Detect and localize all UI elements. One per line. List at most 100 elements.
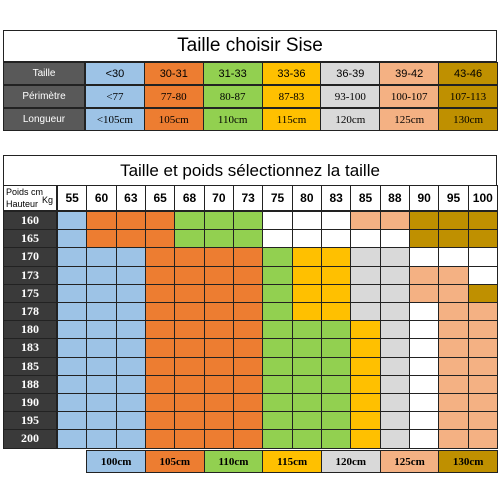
grid-cell [145,229,176,249]
height-label: 160 [3,211,57,231]
grid-cell [321,429,352,449]
grid-cell [262,338,293,358]
grid-cell [291,393,322,413]
size-cell: 120cm [320,108,381,131]
grid-cell [115,393,146,413]
grid-cell [379,338,410,358]
grid-cell [115,320,146,340]
weight-header: 63 [115,185,146,211]
corner-label: Hauteur [6,199,39,209]
grid-cell [174,356,205,376]
grid-cell [467,265,498,285]
weight-header: 95 [438,185,469,211]
grid-cell [203,429,234,449]
grid-cell [203,356,234,376]
grid-cell [145,283,176,303]
grid-cell [233,265,264,285]
grid-cell [262,211,293,231]
grid-cell [350,265,381,285]
size-cell: 43-46 [438,62,498,85]
row-label: Longueur [3,108,85,131]
grid-cell [379,393,410,413]
height-label: 165 [3,229,57,249]
size-cell: 30-31 [143,62,204,85]
grid-cell [174,211,205,231]
weight-header: 85 [350,185,381,211]
grid-cell [350,302,381,322]
grid-cell [115,411,146,431]
corner-label: Poids cm [6,187,44,197]
grid-cell [350,374,381,394]
grid-cell [233,211,264,231]
grid-cell [233,247,264,267]
size-cell: 105cm [143,108,204,131]
weight-header: 88 [379,185,410,211]
size-cell: 107-113 [438,85,498,108]
grid-cell [321,320,352,340]
grid-cell [379,229,410,249]
grid-cell [467,320,498,340]
grid-cell [145,356,176,376]
size-cell: 130cm [438,108,498,131]
grid-cell [350,229,381,249]
grid-cell [174,338,205,358]
grid-cell [438,338,469,358]
grid-cell [350,283,381,303]
grid-cell [291,302,322,322]
size-cell: 110cm [202,108,263,131]
grid-cell [203,265,234,285]
grid-cell [86,374,117,394]
grid-cell [145,320,176,340]
grid-cell [350,356,381,376]
row-label: Taille [3,62,85,85]
grid-cell [203,374,234,394]
grid-cell [233,411,264,431]
grid-cell [145,429,176,449]
grid-cell [86,302,117,322]
grid-cell [262,229,293,249]
grid-cell [57,411,88,431]
grid-cell [233,302,264,322]
weight-header: 80 [291,185,322,211]
grid-cell [291,320,322,340]
grid-cell [233,320,264,340]
grid-cell [57,356,88,376]
size-cell: 115cm [261,108,322,131]
grid-cell [291,429,322,449]
grid-cell [174,247,205,267]
grid-cell [379,411,410,431]
grid-cell [262,247,293,267]
grid-cell [115,338,146,358]
legend-cell: 120cm [321,450,381,473]
grid-cell [409,211,440,231]
weight-header: 100 [467,185,498,211]
grid-cell [57,211,88,231]
grid-cell [350,338,381,358]
grid-cell [203,393,234,413]
grid-cell [409,393,440,413]
height-label: 180 [3,320,57,340]
weight-header: 65 [145,185,176,211]
grid-cell [467,247,498,267]
grid-cell [57,338,88,358]
grid-cell [409,320,440,340]
grid-cell [262,265,293,285]
grid-cell [291,211,322,231]
grid-cell [379,429,410,449]
grid-cell [467,229,498,249]
grid-cell [379,283,410,303]
height-label: 175 [3,283,57,303]
grid-cell [86,429,117,449]
grid-cell [86,393,117,413]
legend-cell: 125cm [379,450,440,473]
grid-cell [174,320,205,340]
height-label: 183 [3,338,57,358]
grid-cell [350,393,381,413]
top-title: Taille choisir Sise [3,30,497,62]
weight-header: 83 [321,185,352,211]
grid-cell [321,211,352,231]
grid-cell [409,411,440,431]
grid-cell [438,320,469,340]
weight-header: 75 [262,185,293,211]
grid-cell [145,338,176,358]
